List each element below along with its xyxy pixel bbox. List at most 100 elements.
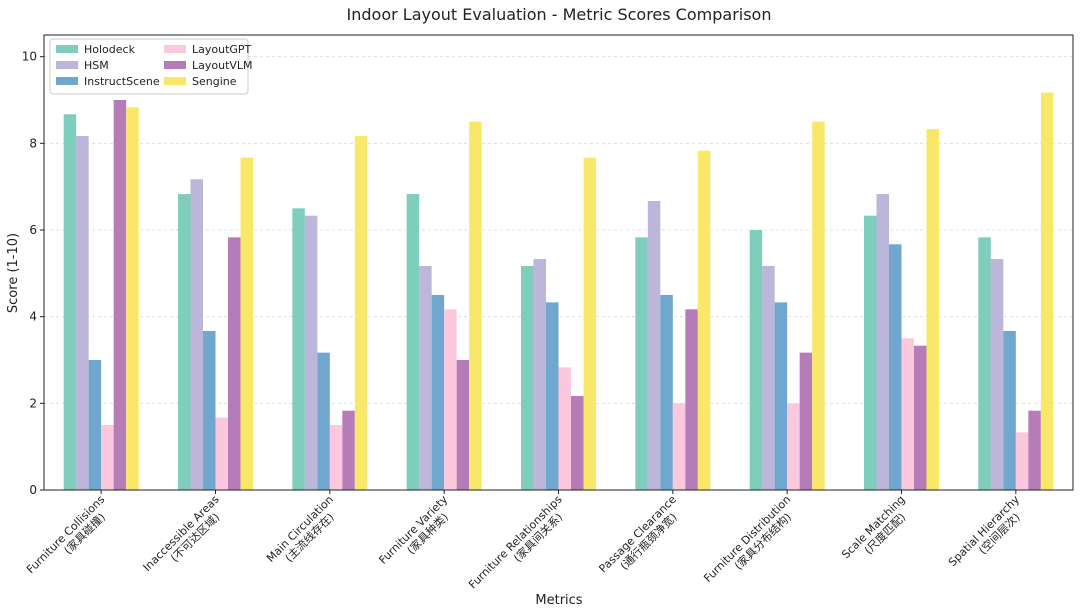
legend-label: HSM: [84, 59, 109, 72]
bar: [63, 114, 77, 491]
x-tick-label: Furniture Collisions(家具碰撞): [24, 493, 117, 586]
bar: [812, 121, 825, 491]
x-tick-label-text: Inaccessible Areas(不可达区域): [141, 493, 231, 583]
x-tick-label-line: Furniture Distribution: [701, 493, 793, 585]
x-tick-label-text: Passage Clearance(通行瓶颈净宽): [596, 493, 688, 585]
series-hsm: [76, 135, 1004, 491]
bar: [787, 403, 800, 490]
legend-item-instructscene: InstructScene: [56, 75, 160, 88]
legend-label: LayoutGPT: [192, 43, 252, 56]
bar: [113, 100, 127, 490]
bar: [1040, 92, 1054, 490]
legend-swatch: [164, 77, 186, 85]
legend-swatch: [164, 45, 186, 53]
series-sengine: [126, 92, 1054, 491]
bar: [901, 338, 914, 490]
bar: [215, 417, 228, 490]
bar: [406, 194, 420, 491]
x-ticks: Furniture Collisions(家具碰撞) Inaccessible A…: [24, 490, 1032, 601]
series-layoutvlm: [113, 100, 1041, 490]
series-layoutgpt: [101, 309, 1029, 490]
bar: [456, 360, 470, 490]
x-tick-label-text: Scale Matching(尺度匹配): [839, 493, 917, 571]
x-tick-label-text: Furniture Variety(家具种类): [376, 493, 459, 576]
series-holodeck: [63, 114, 991, 491]
x-tick-label-line: Passage Clearance: [596, 493, 679, 576]
bar: [978, 237, 991, 490]
x-tick-label: Furniture Relationships(家具间关系): [466, 493, 574, 601]
bar: [749, 230, 763, 490]
bars: [63, 92, 1054, 491]
chart-title: Indoor Layout Evaluation - Metric Scores…: [347, 5, 772, 24]
bar: [558, 367, 571, 490]
bar: [88, 360, 102, 490]
bar: [546, 302, 559, 490]
x-tick-label: Furniture Distribution(家具分布结构): [701, 493, 802, 594]
x-tick-label-text: Main Circulation(主流线存在): [264, 493, 345, 574]
bar: [354, 135, 368, 490]
bar: [1003, 330, 1016, 490]
x-tick-label: Inaccessible Areas(不可达区域): [141, 493, 231, 583]
bar: [342, 410, 355, 490]
bar: [329, 425, 343, 490]
bar: [521, 265, 534, 490]
legend-label: LayoutVLM: [192, 59, 253, 72]
bar: [101, 425, 114, 490]
bar: [1028, 410, 1041, 490]
y-tick-label: 4: [29, 310, 37, 324]
x-tick-label: Passage Clearance(通行瓶颈净宽): [596, 493, 688, 585]
legend-item-sengine: Sengine: [164, 75, 237, 88]
bar: [660, 295, 673, 490]
bar: [672, 403, 686, 490]
bar: [203, 330, 216, 490]
x-tick-label-text: Spatial Hierarchy(空间层次): [946, 493, 1032, 579]
bar: [431, 295, 445, 490]
bar: [444, 309, 457, 490]
bar: [126, 107, 139, 490]
bar: [685, 309, 698, 490]
legend: Holodeck HSM InstructScene LayoutGPT LayoutV…: [49, 38, 253, 95]
x-tick-label-text: Furniture Collisions(家具碰撞): [24, 493, 117, 586]
legend-swatch: [56, 45, 78, 53]
legend-swatch: [164, 61, 186, 69]
bar: [583, 157, 596, 490]
bar: [533, 259, 546, 490]
bar: [990, 259, 1004, 490]
bar: [914, 345, 927, 490]
bar: [292, 208, 305, 491]
bar: [228, 237, 241, 490]
legend-label: InstructScene: [84, 75, 160, 88]
y-tick-label: 10: [22, 50, 37, 64]
x-axis-title: Metrics: [535, 593, 582, 608]
bar: [571, 395, 584, 490]
x-tick-label: Spatial Hierarchy(空间层次): [946, 493, 1032, 579]
y-tick-label: 0: [29, 483, 37, 497]
bar: [419, 265, 432, 490]
legend-swatch: [56, 61, 78, 69]
bar: [876, 194, 889, 491]
y-tick-label: 2: [29, 396, 37, 410]
legend-item-layoutvlm: LayoutVLM: [164, 59, 253, 72]
bar: [926, 129, 939, 491]
x-tick-label-line: Inaccessible Areas: [141, 493, 222, 574]
x-tick-label-text: Furniture Distribution(家具分布结构): [701, 493, 802, 594]
bar: [178, 194, 191, 491]
bar: [240, 157, 253, 490]
y-axis-title: Score (1-10): [6, 233, 21, 313]
legend-swatch: [56, 77, 78, 85]
bar: [889, 244, 902, 490]
bar: [774, 302, 788, 490]
x-tick-label: Scale Matching(尺度匹配): [839, 493, 917, 571]
legend-label: Holodeck: [84, 43, 136, 56]
bar: [864, 215, 877, 490]
bar: [304, 215, 318, 490]
x-tick-label-line: Furniture Relationships: [466, 493, 565, 592]
bar: [317, 352, 330, 490]
bar: [469, 121, 482, 491]
legend-item-hsm: HSM: [56, 59, 109, 72]
x-tick-label-text: Furniture Relationships(家具间关系): [466, 493, 574, 601]
legend-label: Sengine: [192, 75, 237, 88]
bar: [76, 135, 89, 490]
